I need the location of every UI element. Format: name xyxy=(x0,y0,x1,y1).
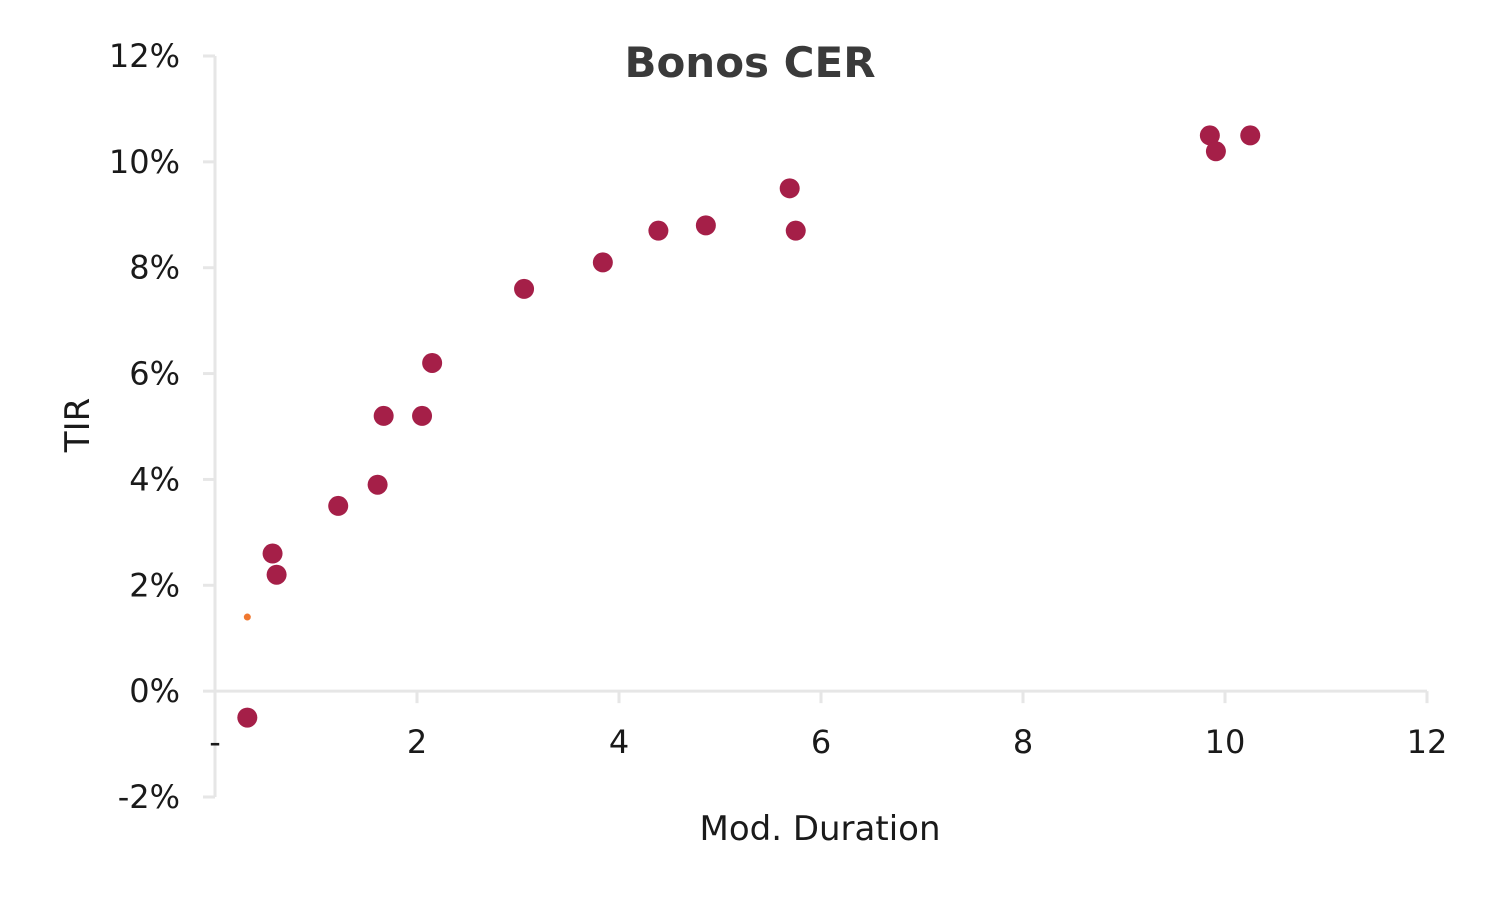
y-tick-label: -2% xyxy=(118,778,180,816)
data-point xyxy=(243,613,251,621)
y-tick-label: 0% xyxy=(129,672,180,710)
data-point xyxy=(592,252,613,273)
data-point xyxy=(695,215,716,236)
chart-title: Bonos CER xyxy=(624,38,875,87)
y-tick-label: 8% xyxy=(129,249,180,287)
y-tick-label: 2% xyxy=(129,566,180,604)
x-axis-ticks: - 2 4 6 8 10 12 xyxy=(209,691,1447,761)
data-point xyxy=(1240,125,1261,146)
data-point xyxy=(266,564,287,585)
data-point xyxy=(1199,125,1220,146)
x-tick-label: 4 xyxy=(609,723,629,761)
x-tick-label: 10 xyxy=(1205,723,1246,761)
data-point xyxy=(1205,141,1226,162)
data-points xyxy=(237,125,1261,728)
data-point xyxy=(412,405,433,426)
x-tick-label: 2 xyxy=(407,723,427,761)
data-point xyxy=(514,278,535,299)
data-point xyxy=(367,474,388,495)
y-tick-label: 12% xyxy=(109,37,180,75)
data-point xyxy=(237,707,258,728)
y-axis-label: TIR xyxy=(58,398,98,453)
data-point xyxy=(785,220,806,241)
x-tick-label: 8 xyxy=(1013,723,1033,761)
x-axis-label: Mod. Duration xyxy=(699,809,940,849)
x-tick-label: 12 xyxy=(1407,723,1448,761)
y-tick-label: 4% xyxy=(129,460,180,498)
data-point xyxy=(648,220,669,241)
data-point xyxy=(779,178,800,199)
data-point xyxy=(262,543,283,564)
data-point xyxy=(422,352,443,373)
y-tick-label: 6% xyxy=(129,355,180,393)
data-point xyxy=(373,405,394,426)
x-tick-label: - xyxy=(209,723,221,761)
y-axis-ticks: -2% 0% 2% 4% 6% 8% 10% 12% xyxy=(109,37,215,816)
y-tick-label: 10% xyxy=(109,143,180,181)
data-point xyxy=(328,495,349,516)
x-tick-label: 6 xyxy=(811,723,831,761)
axes xyxy=(213,56,1427,797)
